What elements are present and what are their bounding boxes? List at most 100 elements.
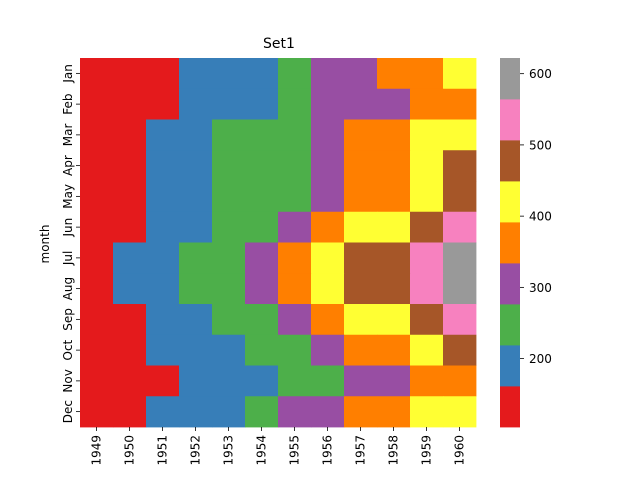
heatmap-cell-apr-1958 [377,150,411,182]
heatmap-cell-apr-1950 [113,150,147,182]
heatmap-cell-oct-1956 [311,334,345,366]
heatmap-cell-jun-1956 [311,211,345,243]
heatmap-cell-jul-1956 [311,242,345,274]
heatmap-cell-mar-1957 [344,119,378,151]
heatmap-cell-may-1949 [80,181,114,213]
heatmap-cell-jul-1950 [113,242,147,274]
colorbar-tick-label: 600 [529,67,552,81]
heatmap-cell-jan-1958 [377,58,411,90]
heatmap-cell-oct-1954 [245,334,279,366]
heatmap-cell-may-1950 [113,181,147,213]
heatmap-cell-jul-1951 [146,242,180,274]
heatmap-cell-jan-1949 [80,58,114,90]
heatmap-cell-feb-1949 [80,88,114,120]
heatmap-cell-may-1959 [410,181,444,213]
x-tick-label: 1951 [156,435,170,466]
heatmap-cell-feb-1953 [212,88,246,120]
heatmap-cell-jun-1958 [377,211,411,243]
heatmap-cell-dec-1957 [344,396,378,428]
heatmap-cell-aug-1958 [377,273,411,305]
heatmap-cell-oct-1950 [113,334,147,366]
heatmap-cell-dec-1958 [377,396,411,428]
heatmap-cell-apr-1953 [212,150,246,182]
heatmap-cell-apr-1955 [278,150,312,182]
y-axis-ticks: Jan Feb Mar Apr May Jun Jul Aug Sep Oct Nov Dec [61,64,80,423]
colorbar-tick-label: 300 [529,281,552,295]
heatmap-cell-sep-1950 [113,304,147,336]
heatmap-cell-jan-1952 [179,58,213,90]
heatmap-cell-jun-1953 [212,211,246,243]
heatmap-cell-dec-1949 [80,396,114,428]
heatmap-cell-jun-1952 [179,211,213,243]
heatmap-cell-dec-1953 [212,396,246,428]
heatmap-cell-oct-1949 [80,334,114,366]
heatmap-cell-mar-1951 [146,119,180,151]
heatmap-cell-aug-1960 [443,273,477,305]
x-tick-label: 1950 [123,435,137,466]
heatmap-cell-jul-1960 [443,242,477,274]
heatmap-cell-may-1953 [212,181,246,213]
heatmap-cell-jul-1957 [344,242,378,274]
heatmap-cell-feb-1956 [311,88,345,120]
y-tick-label: May [61,184,75,209]
heatmap-cell-mar-1956 [311,119,345,151]
heatmap-cell-nov-1958 [377,365,411,397]
heatmap-cell-feb-1959 [410,88,444,120]
y-tick-label: Dec [61,400,75,423]
heatmap-cell-sep-1949 [80,304,114,336]
colorbar-tick-label: 200 [529,352,552,366]
x-tick-label: 1955 [288,435,302,466]
heatmap-cell-feb-1957 [344,88,378,120]
heatmap-cell-jul-1955 [278,242,312,274]
heatmap-cell-oct-1955 [278,334,312,366]
x-tick-label: 1960 [453,435,467,466]
colorbar-segment [500,181,520,223]
heatmap-cell-apr-1949 [80,150,114,182]
heatmap-cell-aug-1952 [179,273,213,305]
y-tick-label: Oct [61,339,75,360]
heatmap-cell-apr-1954 [245,150,279,182]
heatmap-cell-may-1954 [245,181,279,213]
heatmap-cell-jul-1959 [410,242,444,274]
heatmap-cell-jan-1955 [278,58,312,90]
heatmap-cell-apr-1957 [344,150,378,182]
colorbar: 200 300 400 500 600 [500,58,552,428]
heatmap-cell-jun-1957 [344,211,378,243]
heatmap-cell-apr-1951 [146,150,180,182]
heatmap-cell-sep-1956 [311,304,345,336]
heatmap-cell-mar-1953 [212,119,246,151]
heatmap-cell-jun-1949 [80,211,114,243]
heatmap-cell-aug-1956 [311,273,345,305]
colorbar-segment [500,58,520,100]
heatmap-cell-dec-1960 [443,396,477,428]
colorbar-tick-label: 500 [529,138,552,152]
y-tick-label: Jul [61,251,75,266]
heatmap-cell-dec-1950 [113,396,147,428]
heatmap-cell-may-1952 [179,181,213,213]
heatmap-cell-nov-1959 [410,365,444,397]
heatmap-cell-jan-1956 [311,58,345,90]
heatmap-cell-aug-1951 [146,273,180,305]
x-tick-label: 1956 [321,435,335,466]
heatmap-cell-dec-1955 [278,396,312,428]
heatmap-cell-jul-1958 [377,242,411,274]
heatmap-cell-sep-1958 [377,304,411,336]
heatmap-cell-dec-1954 [245,396,279,428]
heatmap-cell-mar-1959 [410,119,444,151]
heatmap-cell-apr-1960 [443,150,477,182]
heatmap-cell-jun-1955 [278,211,312,243]
y-tick-label: Jan [61,64,75,84]
y-tick-label: Feb [61,94,75,115]
heatmap-cell-nov-1957 [344,365,378,397]
heatmap-cell-apr-1956 [311,150,345,182]
heatmap-cell-feb-1950 [113,88,147,120]
colorbar-segment [500,304,520,346]
chart-title: Set1 [263,36,295,52]
heatmap-cell-oct-1958 [377,334,411,366]
heatmap-cell-jun-1954 [245,211,279,243]
heatmap-cell-sep-1957 [344,304,378,336]
heatmap-cell-nov-1953 [212,365,246,397]
heatmap-cell-nov-1951 [146,365,180,397]
heatmap-cell-apr-1952 [179,150,213,182]
heatmap-cell-mar-1958 [377,119,411,151]
